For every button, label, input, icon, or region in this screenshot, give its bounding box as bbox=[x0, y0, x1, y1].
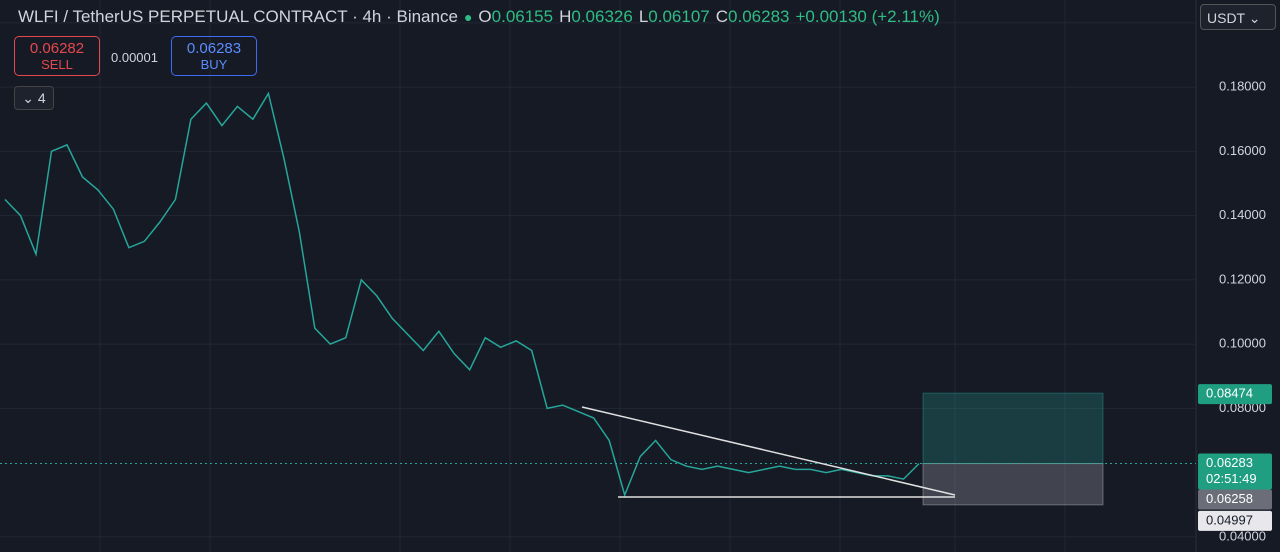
spread: 0.00001 bbox=[111, 50, 158, 65]
ohlc-o: O0.06155 bbox=[478, 7, 554, 26]
y-tick-label: 0.18000 bbox=[1219, 79, 1266, 94]
countdown: 02:51:49 bbox=[1206, 471, 1257, 486]
mid-label-bg bbox=[1198, 489, 1272, 510]
profit-zone bbox=[922, 392, 1104, 465]
target-label-bg bbox=[1198, 384, 1272, 405]
trendline bbox=[581, 406, 956, 496]
status-dot: ● bbox=[463, 9, 473, 25]
y-tick-label: 0.16000 bbox=[1219, 143, 1266, 158]
price-line bbox=[4, 91, 920, 498]
ohlc-c: C0.06283 bbox=[715, 7, 790, 26]
ohlc-h: H0.06326 bbox=[559, 7, 633, 26]
stop-label: 0.04997 bbox=[1206, 512, 1253, 527]
indicators-toggle[interactable]: ⌄ 4 bbox=[14, 86, 54, 110]
y-tick-label: 0.12000 bbox=[1219, 271, 1266, 286]
change: +0.00130 (+2.11%) bbox=[795, 7, 940, 26]
y-tick-label: 0.14000 bbox=[1219, 207, 1266, 222]
stop-label-bg bbox=[1198, 510, 1272, 531]
y-tick-label: 0.04000 bbox=[1219, 528, 1266, 543]
entry-tag-bg bbox=[1198, 453, 1272, 490]
y-tick-label: 0.10000 bbox=[1219, 336, 1266, 351]
loss-zone bbox=[922, 463, 1104, 506]
mid-label: 0.06258 bbox=[1206, 491, 1253, 506]
currency-select[interactable]: USDT ⌄ bbox=[1200, 4, 1276, 30]
sell-button[interactable]: 0.06282 SELL bbox=[14, 36, 100, 76]
buy-button[interactable]: 0.06283 BUY bbox=[171, 36, 257, 76]
entry-label: 0.06283 bbox=[1206, 455, 1253, 470]
ohlc-l: L0.06107 bbox=[638, 7, 710, 26]
symbol: WLFI / TetherUS PERPETUAL CONTRACT · 4h … bbox=[18, 7, 458, 26]
target-label: 0.08474 bbox=[1206, 386, 1253, 401]
header: WLFI / TetherUS PERPETUAL CONTRACT · 4h … bbox=[18, 7, 940, 27]
